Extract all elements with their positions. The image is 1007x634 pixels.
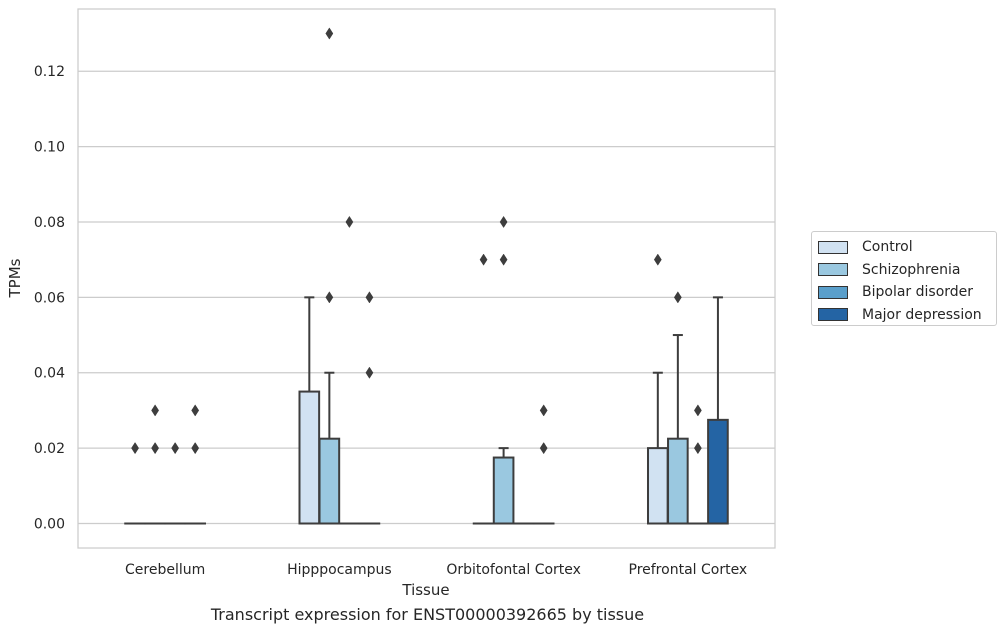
legend-item-schizophrenia: Schizophrenia <box>818 259 990 282</box>
y-tick-label: 0.02 <box>34 441 65 457</box>
y-tick-label: 0.06 <box>34 290 65 306</box>
box-rect <box>707 418 729 525</box>
box-rect <box>318 437 341 525</box>
y-tick-labels: 0.00 0.02 0.04 0.06 0.08 0.10 0.12 <box>34 64 65 532</box>
y-tick-label: 0.10 <box>34 140 65 156</box>
box-major-depression-prefrontal-cortex <box>707 296 729 525</box>
outlier-point <box>191 404 200 417</box>
y-tick-label: 0.08 <box>34 215 65 231</box>
outlier-point <box>653 253 662 266</box>
legend-item-bipolar-disorder: Bipolar disorder <box>818 281 990 304</box>
outlier-point <box>151 404 160 417</box>
box-rect <box>298 390 321 525</box>
box-rect <box>492 456 515 525</box>
box-rect <box>667 437 689 525</box>
box-bipolar-disorder-prefrontal-cortex <box>687 404 709 525</box>
outlier-point <box>539 442 548 455</box>
legend-label-bipolar-disorder: Bipolar disorder <box>862 284 974 301</box>
outlier-point <box>171 442 180 455</box>
box-plot-marks <box>124 27 729 525</box>
box-schizophrenia-prefrontal-cortex <box>667 291 689 525</box>
chart-caption: Transcript expression for ENST0000039266… <box>210 605 645 624</box>
outlier-point <box>673 291 682 304</box>
legend: Control Schizophrenia Bipolar disorder M… <box>811 231 997 326</box>
outlier-point <box>539 404 548 417</box>
outlier-point <box>365 291 374 304</box>
outlier-point <box>191 442 200 455</box>
box-major-depression-cerebellum <box>184 404 207 525</box>
x-tick-labels: Cerebellum Hipppocampus Orbitofontal Corte… <box>125 562 747 578</box>
x-tick-label: Orbitofontal Cortex <box>446 562 581 578</box>
legend-item-control: Control <box>818 236 990 259</box>
outlier-point <box>325 27 334 40</box>
legend-item-major-depression: Major depression <box>818 304 990 327</box>
x-axis-label: Tissue <box>401 581 449 599</box>
legend-label-major-depression: Major depression <box>862 306 982 323</box>
y-tick-label: 0.00 <box>34 517 65 533</box>
outlier-point <box>693 404 702 417</box>
x-tick-label: Prefrontal Cortex <box>629 562 748 578</box>
box-major-depression-orbitofontal-cortex <box>532 404 555 525</box>
outlier-point <box>479 253 488 266</box>
box-control-orbitofontal-cortex <box>472 253 495 525</box>
box-control-cerebellum <box>124 442 146 525</box>
box-rect <box>646 447 669 525</box>
x-tick-label: Hipppocampus <box>287 562 392 578</box>
legend-swatch-bipolar-disorder <box>818 285 848 299</box>
box-control-hipppocampus <box>298 296 321 525</box>
outlier-point <box>499 215 508 229</box>
legend-swatch-schizophrenia <box>818 263 848 277</box>
box-major-depression-hipppocampus <box>358 291 381 525</box>
box-schizophrenia-hipppocampus <box>318 27 341 525</box>
outlier-point <box>345 215 354 229</box>
legend-label-schizophrenia: Schizophrenia <box>862 261 961 278</box>
outlier-point <box>151 442 160 455</box>
legend-swatch-control <box>818 240 848 254</box>
outlier-point <box>365 366 374 379</box>
outlier-point <box>325 291 334 304</box>
legend-label-control: Control <box>862 239 913 256</box>
plot-frame <box>77 8 776 549</box>
x-tick-label: Cerebellum <box>125 562 205 578</box>
legend-swatch-major-depression <box>818 308 848 322</box>
box-schizophrenia-orbitofontal-cortex <box>492 215 515 525</box>
box-control-prefrontal-cortex <box>646 253 669 525</box>
box-bipolar-disorder-cerebellum <box>164 442 186 525</box>
outlier-point <box>499 253 508 266</box>
box-schizophrenia-cerebellum <box>144 404 166 525</box>
y-tick-label: 0.12 <box>34 64 65 80</box>
box-bipolar-disorder-hipppocampus <box>338 215 361 525</box>
outlier-point <box>131 442 139 455</box>
y-axis-label: TPMs <box>6 258 24 298</box>
outlier-point <box>693 442 702 455</box>
y-tick-label: 0.04 <box>34 366 65 382</box>
